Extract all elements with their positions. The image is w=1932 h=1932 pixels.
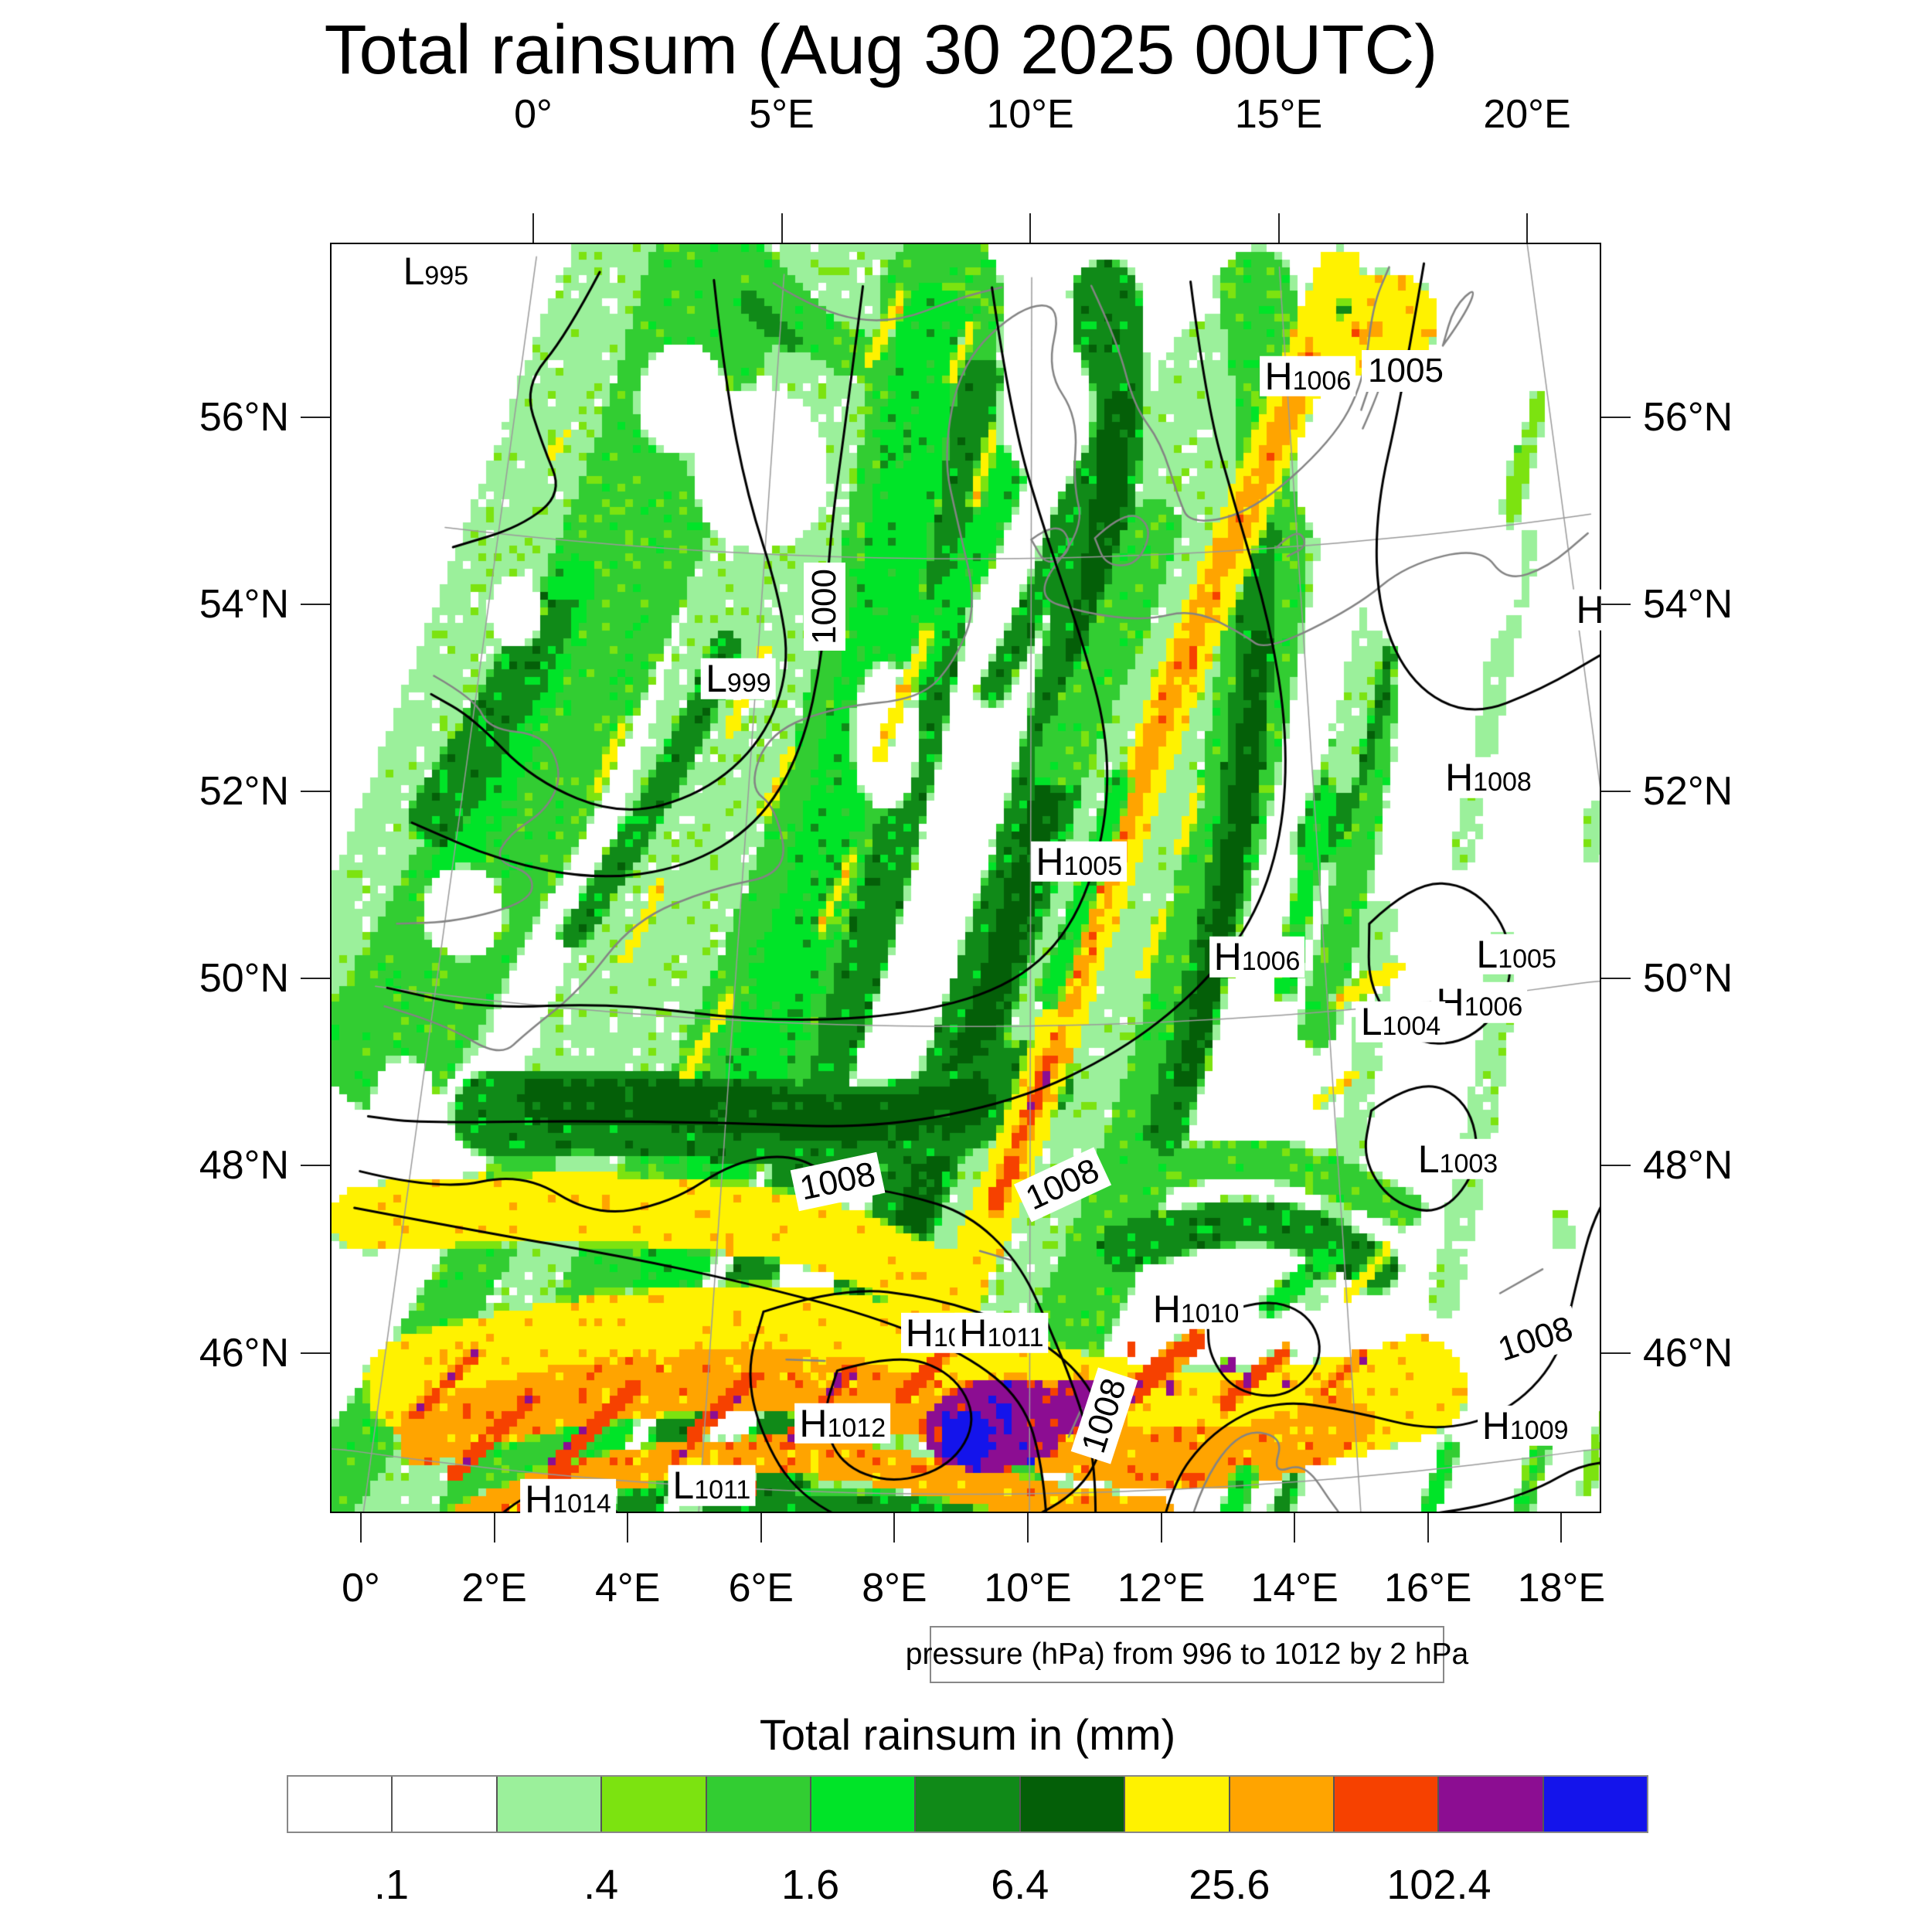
left-axis-label: 46°N <box>199 1330 289 1376</box>
colorbar-tick-label: .1 <box>374 1862 410 1908</box>
right-axis-label: 52°N <box>1643 769 1733 815</box>
left-axis-label: 54°N <box>199 582 289 628</box>
pressure-center-label: H1009 <box>1477 1405 1573 1447</box>
left-axis-tick <box>301 1165 330 1167</box>
right-axis-label: 50°N <box>1643 956 1733 1002</box>
pressure-center-label: H <box>1571 590 1609 631</box>
pressure-center-label: H1006 <box>1260 355 1356 397</box>
bottom-axis-tick <box>1427 1513 1429 1543</box>
top-axis-tick <box>532 213 534 243</box>
left-axis-label: 50°N <box>199 956 289 1002</box>
left-axis-label: 48°N <box>199 1143 289 1189</box>
bottom-axis-label: 10°E <box>984 1566 1072 1611</box>
right-axis-label: 54°N <box>1643 582 1733 628</box>
right-axis-tick <box>1601 417 1631 418</box>
map-area: L995 H1006 1005 1000 L999 H H1008 H1005 H1006 L10… <box>330 243 1609 1520</box>
colorbar-cell <box>1230 1777 1335 1832</box>
top-axis-tick <box>1526 213 1528 243</box>
bottom-axis-tick <box>1560 1513 1563 1543</box>
weather-map-canvas <box>332 244 1600 1512</box>
bottom-axis-label: 4°E <box>594 1566 661 1611</box>
right-axis-tick <box>1601 1165 1631 1167</box>
pressure-center-label: H1006 <box>1209 937 1305 978</box>
colorbar-title: Total rainsum in (mm) <box>759 1710 1176 1759</box>
right-axis-tick <box>1601 791 1631 793</box>
pressure-center-label: H1014 <box>520 1479 616 1520</box>
pressure-center-label: H1008 <box>1440 757 1536 798</box>
bottom-axis-tick <box>893 1513 896 1543</box>
colorbar-tick-label: 25.6 <box>1189 1862 1270 1908</box>
bottom-axis-tick <box>360 1513 362 1543</box>
top-axis-label: 0° <box>514 92 553 137</box>
colorbar-tick-label: 6.4 <box>991 1862 1049 1908</box>
right-axis-tick <box>1601 1352 1631 1354</box>
top-axis-label: 20°E <box>1483 92 1571 137</box>
pressure-center-label: H1005 <box>1031 841 1128 883</box>
left-axis-tick <box>301 417 330 418</box>
colorbar-cell <box>1020 1777 1126 1832</box>
bottom-axis-label: 8°E <box>862 1566 927 1611</box>
left-axis-tick <box>301 1352 330 1354</box>
colorbar-cell <box>393 1777 498 1832</box>
bottom-axis-label: 0° <box>342 1566 380 1611</box>
right-axis-label: 46°N <box>1643 1330 1733 1376</box>
bottom-axis-tick <box>627 1513 629 1543</box>
pressure-center-label: H1012 <box>794 1403 891 1444</box>
bottom-axis-label: 2°E <box>461 1566 527 1611</box>
bottom-axis-label: 12°E <box>1117 1566 1206 1611</box>
colorbar-cell <box>1334 1777 1440 1832</box>
pressure-center-label: L999 <box>701 658 776 699</box>
bottom-axis-tick <box>1294 1513 1296 1543</box>
pressure-center-label: H1010 <box>1148 1288 1244 1329</box>
pressure-center-label: H1011 <box>954 1312 1049 1354</box>
right-axis-label: 56°N <box>1643 395 1733 440</box>
colorbar-tick-label: 102.4 <box>1386 1862 1492 1908</box>
bottom-axis-tick <box>1027 1513 1029 1543</box>
right-axis-tick <box>1601 978 1631 980</box>
bottom-axis-tick <box>760 1513 762 1543</box>
right-axis-tick <box>1601 604 1631 606</box>
colorbar-cell <box>706 1777 811 1832</box>
bottom-axis-label: 16°E <box>1384 1566 1472 1611</box>
bottom-axis-tick <box>493 1513 495 1543</box>
bottom-axis-label: 14°E <box>1250 1566 1338 1611</box>
left-axis-label: 52°N <box>199 769 289 815</box>
bottom-axis-label: 6°E <box>728 1566 794 1611</box>
colorbar-tick-label: 1.6 <box>781 1862 840 1908</box>
colorbar-cell <box>602 1777 707 1832</box>
pressure-center-label: L1004 <box>1355 1002 1446 1043</box>
bottom-axis-label: 18°E <box>1517 1566 1606 1611</box>
pressure-center-label: L1011 <box>668 1465 756 1506</box>
left-axis-tick <box>301 791 330 793</box>
top-axis-label: 10°E <box>986 92 1074 137</box>
colorbar-cell <box>288 1777 393 1832</box>
pressure-center-label: L1003 <box>1413 1138 1503 1179</box>
isobar-value-label: 1000 <box>804 562 846 651</box>
top-axis-tick <box>781 213 783 243</box>
page-title: Total rainsum (Aug 30 2025 00UTC) <box>324 12 1438 89</box>
colorbar-cell <box>1439 1777 1544 1832</box>
colorbar-cell <box>1125 1777 1230 1832</box>
left-axis-tick <box>301 604 330 606</box>
right-axis-label: 48°N <box>1643 1143 1733 1189</box>
colorbar-cell <box>1543 1777 1648 1832</box>
isobar-value-label: 1005 <box>1362 350 1450 393</box>
left-axis-label: 56°N <box>199 395 289 440</box>
pressure-legend-note: pressure (hPa) from 996 to 1012 by 2 hPa <box>906 1626 1468 1683</box>
colorbar-cell <box>497 1777 603 1832</box>
colorbar-tick-label: .4 <box>583 1862 619 1908</box>
top-axis-tick <box>1277 213 1280 243</box>
top-axis-label: 5°E <box>749 92 815 137</box>
bottom-axis-tick <box>1160 1513 1162 1543</box>
pressure-center-label: L995 <box>398 250 474 291</box>
colorbar <box>287 1775 1648 1833</box>
top-axis-label: 15°E <box>1234 92 1323 137</box>
top-axis-tick <box>1029 213 1031 243</box>
colorbar-cell <box>811 1777 917 1832</box>
pressure-center-label: L1005 <box>1471 934 1561 975</box>
pressure-center-label: H1006 <box>1431 982 1528 1023</box>
left-axis-tick <box>301 978 330 980</box>
colorbar-cell <box>916 1777 1021 1832</box>
